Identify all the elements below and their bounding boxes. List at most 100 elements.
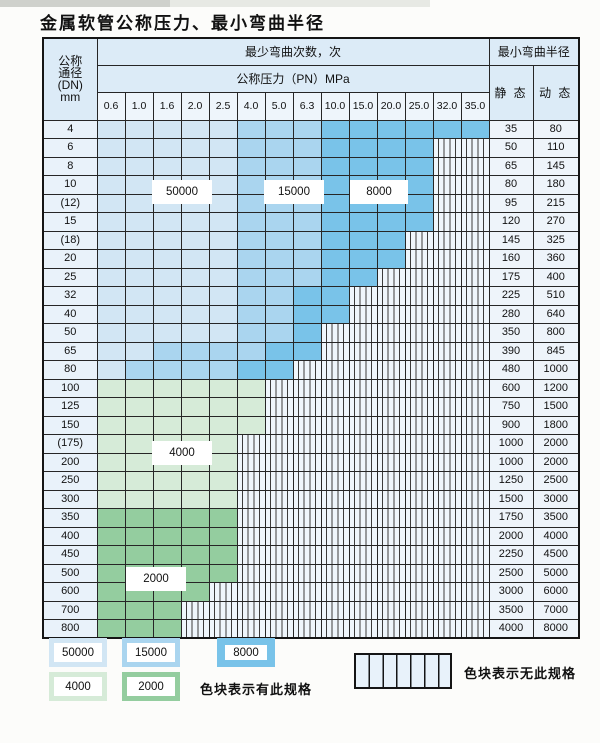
no-spec-cell (348, 563, 378, 583)
no-spec-cell (320, 323, 350, 343)
no-spec-cell (376, 267, 406, 287)
no-spec-cell (432, 286, 462, 306)
no-spec-cell (348, 323, 378, 343)
no-spec-cell (292, 434, 322, 454)
spec-cell (180, 526, 210, 546)
table-row: 15 120 270 (42, 212, 580, 232)
spec-cell (208, 508, 238, 528)
table-row: 350 1750 3500 (42, 508, 580, 528)
spec-cell (152, 471, 182, 491)
spec-cell (236, 286, 266, 306)
static-radius-cell: 95 (488, 193, 534, 213)
no-spec-cell (432, 249, 462, 269)
spec-cell (96, 249, 126, 269)
spec-cell (152, 545, 182, 565)
spec-cell (320, 230, 350, 250)
static-radius-cell: 350 (488, 323, 534, 343)
static-radius-cell: 2250 (488, 545, 534, 565)
no-spec-cell (404, 434, 434, 454)
spec-cell (152, 341, 182, 361)
spec-cell (208, 304, 238, 324)
table-row: 65 390 845 (42, 341, 580, 361)
no-spec-cell (376, 397, 406, 417)
no-spec-cell (320, 415, 350, 435)
spec-cell (376, 138, 406, 158)
no-spec-cell (432, 619, 462, 639)
no-spec-cell (432, 582, 462, 602)
legend-swatch-15000: 15000 (122, 638, 180, 667)
spec-cell (208, 378, 238, 398)
table-row: 800 4000 8000 (42, 619, 580, 639)
dn-cell: 250 (42, 471, 98, 491)
no-spec-cell (264, 545, 294, 565)
dn-cell: 100 (42, 378, 98, 398)
dynamic-radius-cell: 2000 (532, 452, 580, 472)
no-spec-cell (320, 434, 350, 454)
cycle-count-label: 50000 (152, 180, 212, 204)
dn-cell: 4 (42, 119, 98, 139)
table-row: (18) 145 325 (42, 230, 580, 250)
no-spec-cell (236, 545, 266, 565)
static-radius-cell: 175 (488, 267, 534, 287)
dynamic-radius-cell: 360 (532, 249, 580, 269)
spec-cell (124, 119, 154, 139)
dn-cell: (18) (42, 230, 98, 250)
no-spec-cell (320, 545, 350, 565)
spec-cell (264, 360, 294, 380)
static-radius-cell: 1750 (488, 508, 534, 528)
spec-cell (152, 415, 182, 435)
spec-cell (96, 471, 126, 491)
spec-cell (320, 119, 350, 139)
no-spec-cell (208, 600, 238, 620)
legend-swatch-label: 4000 (54, 677, 102, 696)
no-spec-cell (348, 304, 378, 324)
no-spec-cell (264, 452, 294, 472)
no-spec-cell (432, 323, 462, 343)
dynamic-radius-cell: 270 (532, 212, 580, 232)
spec-cell (208, 415, 238, 435)
no-spec-cell (460, 175, 490, 195)
dynamic-radius-cell: 80 (532, 119, 580, 139)
no-spec-cell (460, 286, 490, 306)
spec-cell (376, 119, 406, 139)
dynamic-radius-cell: 215 (532, 193, 580, 213)
dynamic-radius-cell: 3000 (532, 489, 580, 509)
static-radius-cell: 50 (488, 138, 534, 158)
spec-cell (460, 119, 490, 139)
no-spec-cell (376, 545, 406, 565)
no-spec-cell (432, 526, 462, 546)
spec-cell (124, 434, 154, 454)
scan-edge-artifact (0, 0, 430, 7)
spec-cell (208, 193, 238, 213)
spec-cell (404, 138, 434, 158)
no-spec-cell (264, 582, 294, 602)
spec-cell (320, 249, 350, 269)
spec-cell (96, 156, 126, 176)
spec-cell (180, 323, 210, 343)
spec-cell (152, 286, 182, 306)
no-spec-cell (404, 360, 434, 380)
spec-cell (264, 323, 294, 343)
spec-cell (348, 156, 378, 176)
no-spec-cell (292, 582, 322, 602)
spec-cell (236, 119, 266, 139)
no-spec-cell (404, 526, 434, 546)
no-spec-cell (292, 508, 322, 528)
no-spec-cell (432, 508, 462, 528)
spec-cell (124, 489, 154, 509)
spec-cell (96, 619, 126, 639)
no-spec-cell (376, 471, 406, 491)
dn-cell: 20 (42, 249, 98, 269)
spec-cell (208, 286, 238, 306)
pressure-values-row: 0.6 1.0 1.6 2.0 2.5 4.0 5.0 6.3 10.0 15.0 20.0 25.0… (43, 91, 579, 121)
no-spec-cell (404, 249, 434, 269)
spec-cell (264, 138, 294, 158)
pressure-value-header: 1.0 (124, 91, 154, 121)
spec-cell (180, 489, 210, 509)
no-spec-cell (460, 249, 490, 269)
spec-cell (124, 304, 154, 324)
legend-swatch-label: 2000 (127, 677, 175, 696)
spec-cell (264, 286, 294, 306)
no-spec-cell (348, 600, 378, 620)
dn-cell: 600 (42, 582, 98, 602)
